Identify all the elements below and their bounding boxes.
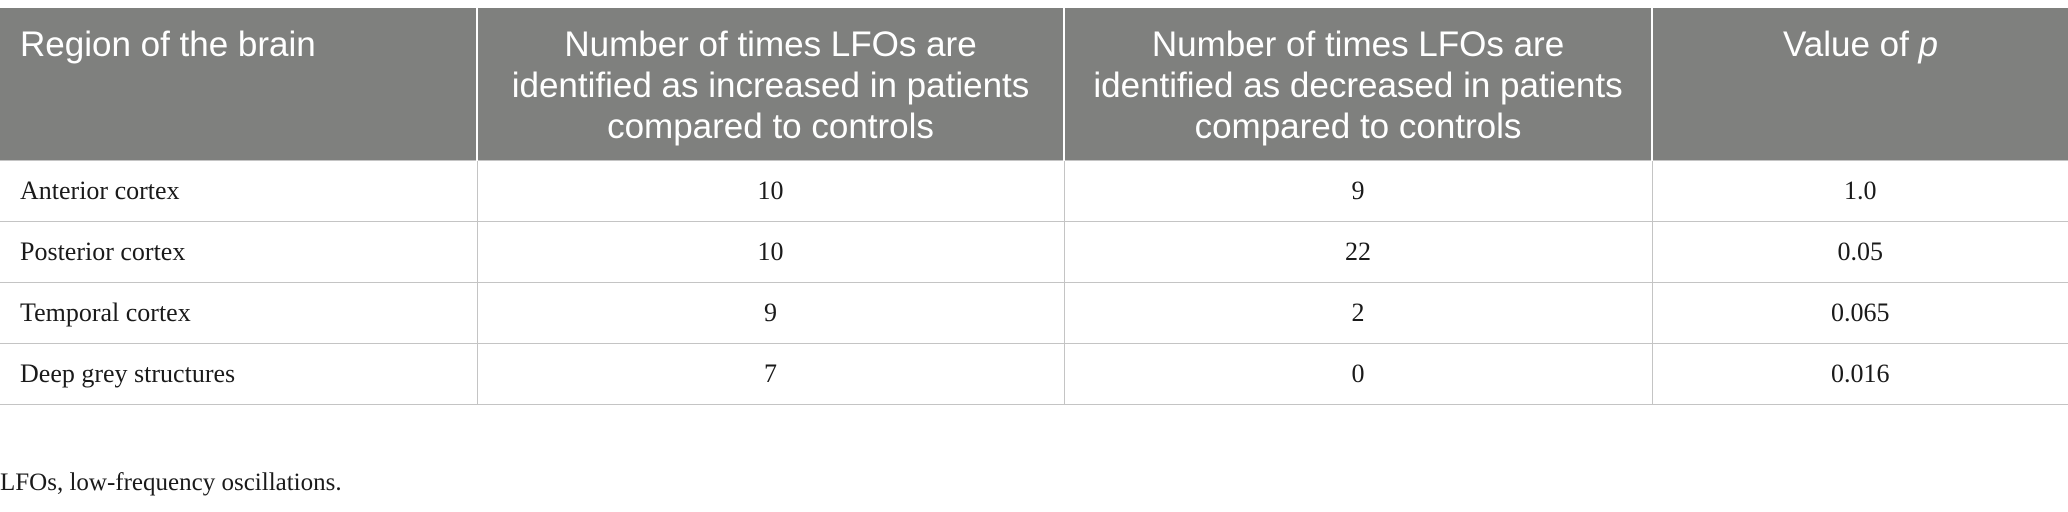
header-p-value: Value of p — [1651, 8, 2068, 160]
table-row: Deep grey structures 7 0 0.016 — [0, 342, 2068, 405]
cell-increased: 7 — [476, 342, 1065, 405]
cell-decreased: 2 — [1063, 281, 1653, 344]
cell-decreased: 0 — [1063, 342, 1653, 405]
cell-increased: 10 — [476, 159, 1065, 222]
header-row: Region of the brain Number of times LFOs… — [0, 8, 2068, 160]
header-decreased: Number of times LFOs are identified as d… — [1063, 8, 1653, 160]
data-table-container: Region of the brain Number of times LFOs… — [0, 8, 2068, 405]
header-increased: Number of times LFOs are identified as i… — [476, 8, 1065, 160]
cell-p-value: 0.05 — [1651, 220, 2068, 283]
cell-p-value: 0.016 — [1651, 342, 2068, 405]
table-row: Posterior cortex 10 22 0.05 — [0, 220, 2068, 283]
cell-region: Temporal cortex — [0, 281, 478, 344]
table-row: Temporal cortex 9 2 0.065 — [0, 281, 2068, 344]
header-decreased-label: Number of times LFOs are identified as d… — [1093, 25, 1623, 146]
table-body: Anterior cortex 10 9 1.0 Posterior corte… — [0, 159, 2068, 405]
table-footnote: LFOs, low-frequency oscillations. — [0, 469, 342, 496]
cell-region: Anterior cortex — [0, 159, 478, 222]
cell-region: Deep grey structures — [0, 342, 478, 405]
cell-p-value: 1.0 — [1651, 159, 2068, 222]
cell-increased: 9 — [476, 281, 1065, 344]
table-header: Region of the brain Number of times LFOs… — [0, 8, 2068, 160]
header-p-value-symbol: p — [1918, 25, 1939, 64]
cell-decreased: 9 — [1063, 159, 1653, 222]
header-p-value-label: Value of — [1782, 25, 1919, 64]
cell-increased: 10 — [476, 220, 1065, 283]
data-table: Region of the brain Number of times LFOs… — [0, 8, 2068, 405]
header-increased-label: Number of times LFOs are identified as i… — [511, 25, 1030, 146]
cell-p-value: 0.065 — [1651, 281, 2068, 344]
header-region-label: Region of the brain — [20, 25, 316, 64]
cell-region: Posterior cortex — [0, 220, 478, 283]
header-region: Region of the brain — [0, 8, 478, 160]
table-row: Anterior cortex 10 9 1.0 — [0, 159, 2068, 222]
cell-decreased: 22 — [1063, 220, 1653, 283]
